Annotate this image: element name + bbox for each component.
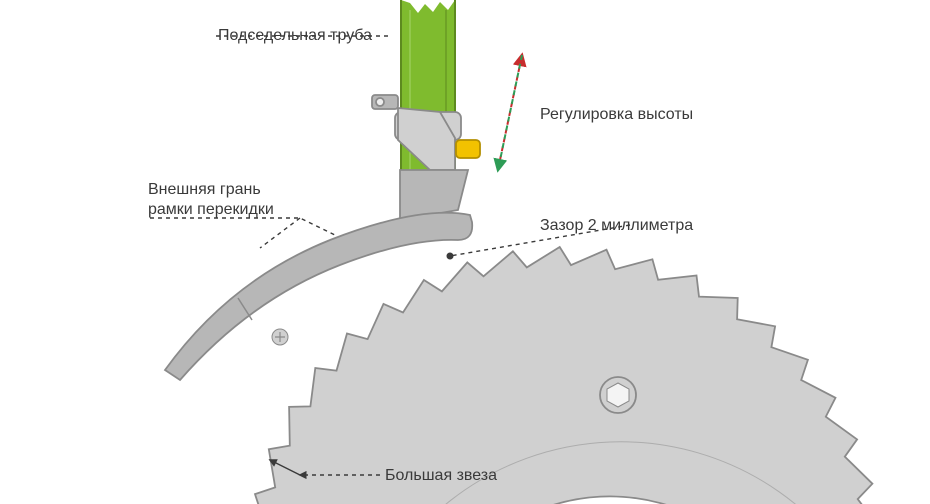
adjust-bolt [456,140,480,158]
leader-outer-cage-2 [260,218,300,248]
chainring-body [248,247,883,504]
label-outer-cage: Внешняя грань рамки перекидки [148,180,274,220]
leader-outer-cage [150,218,335,235]
clamp-bolt-head [376,98,384,106]
label-height-adj: Регулировка высоты [540,105,693,125]
big-chainring [248,247,883,504]
label-seat-tube: Подседельная труба [218,26,372,46]
crank-bolt [600,377,636,413]
height-arrow-down [498,55,522,170]
front-derailleur [372,95,480,220]
gap-dot [447,253,454,260]
label-big-ring: Большая звеза [385,466,497,486]
label-gap: Зазор 2 миллиметра [540,216,693,236]
diagram-svg [0,0,930,504]
diagram-canvas: Подседельная труба Регулировка высоты Вн… [0,0,930,504]
